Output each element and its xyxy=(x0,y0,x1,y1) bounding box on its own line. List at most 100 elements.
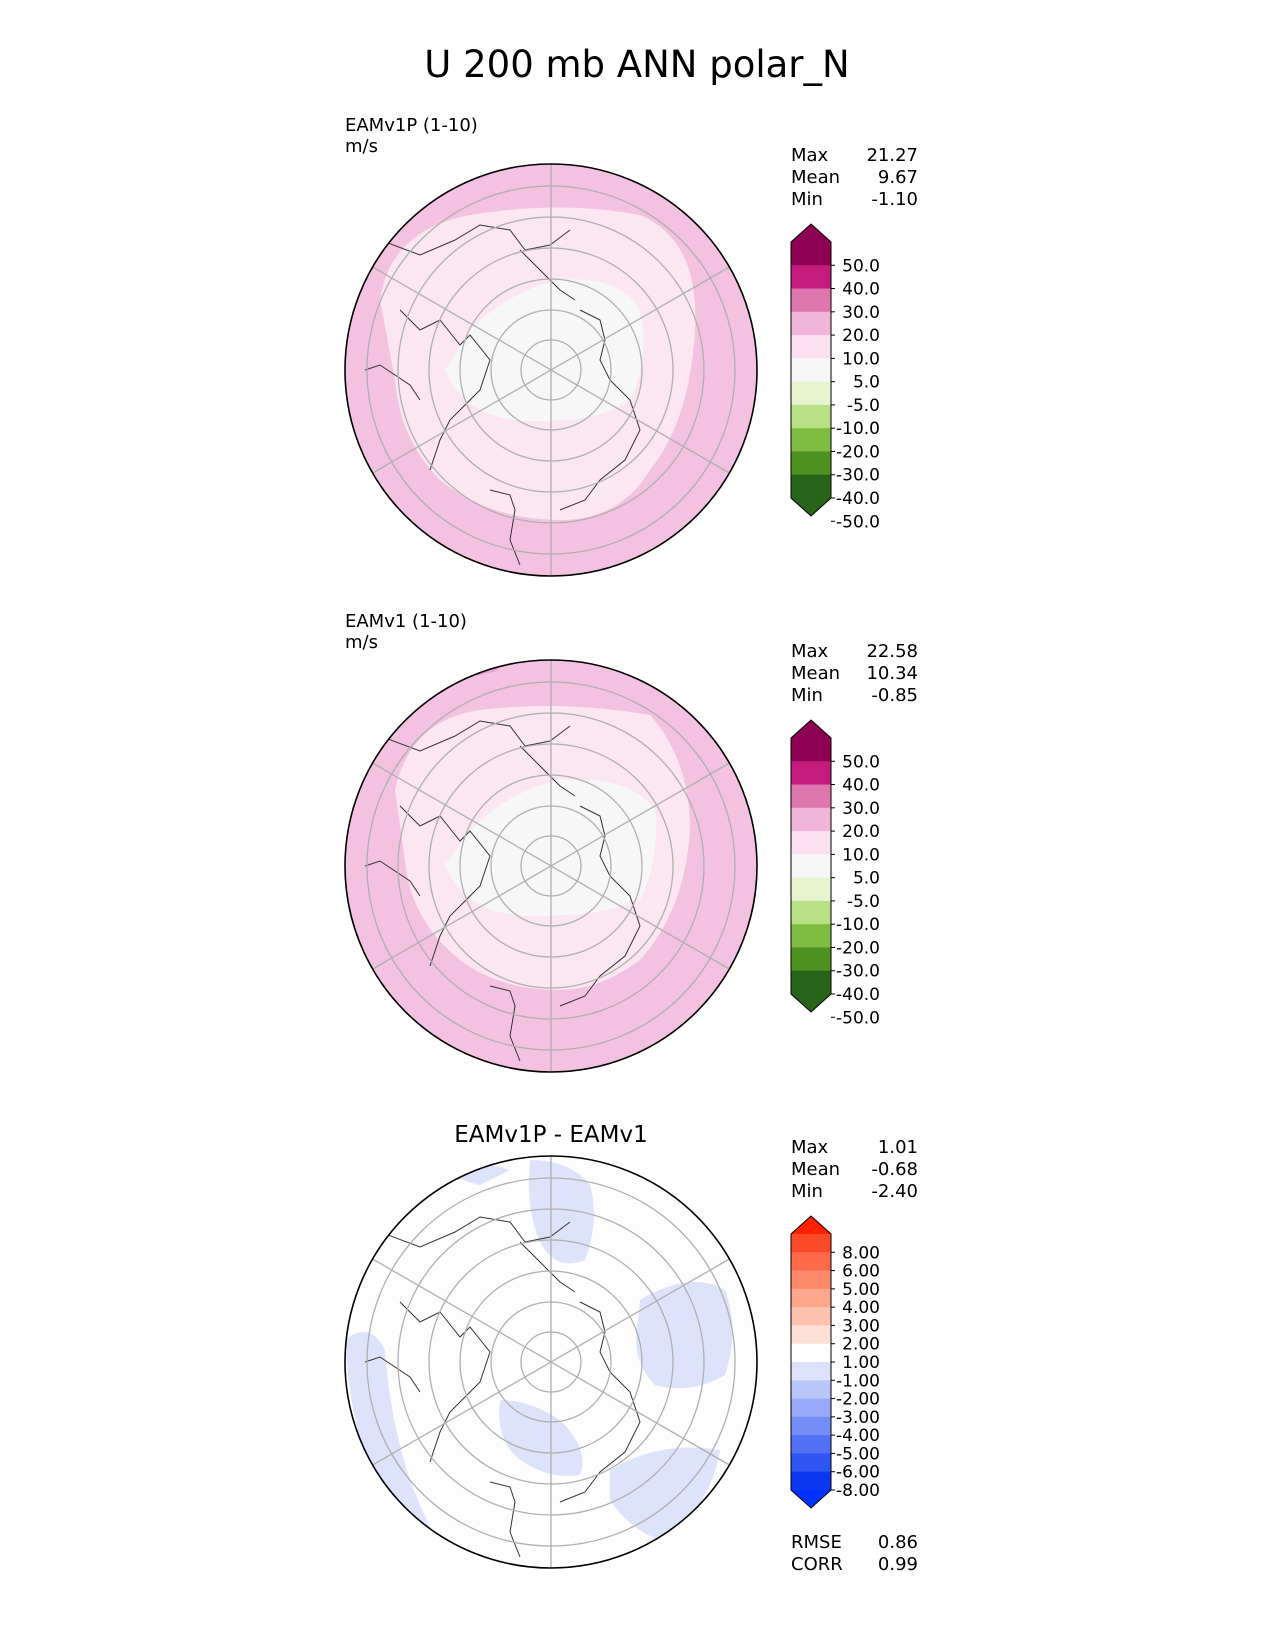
colorbar-tick-label: 2.00 xyxy=(842,1335,880,1355)
colorbar-segment xyxy=(791,900,831,925)
colorbar-extend-bottom xyxy=(791,994,831,1012)
colorbar-tick-label: 10.0 xyxy=(842,349,880,369)
colorbar-tick-label: 8.00 xyxy=(842,1243,880,1263)
colorbar-segment xyxy=(791,1307,831,1326)
map-field xyxy=(345,164,757,576)
map-field xyxy=(345,1156,757,1568)
colorbar-outline xyxy=(790,719,832,1013)
colorbar-segment xyxy=(791,1252,831,1272)
stat-value: 1.01 xyxy=(878,1137,918,1158)
colorbar-tick-label: 20.0 xyxy=(842,326,880,346)
colorbar-segment xyxy=(791,1380,831,1400)
colorbar-segment xyxy=(791,761,831,786)
colorbar-segment xyxy=(791,1471,831,1491)
stat-value: -0.85 xyxy=(871,685,918,706)
panel-title-line2: m/s xyxy=(345,632,378,653)
colorbar-tick-label: 40.0 xyxy=(842,280,880,300)
colorbar-segment xyxy=(791,404,831,429)
colorbar-segment xyxy=(791,1270,831,1290)
stat-label: Min xyxy=(791,189,823,210)
colorbar-segment xyxy=(791,1416,831,1436)
colorbar-segment xyxy=(791,381,831,406)
colorbar-segment xyxy=(791,1343,831,1363)
colorbar-tick-label: -10.0 xyxy=(836,419,880,439)
colorbar-tick-label: 40.0 xyxy=(842,776,880,796)
colorbar-segment xyxy=(791,1325,831,1345)
stat-value: -0.68 xyxy=(871,1159,918,1180)
colorbar-segment xyxy=(791,970,831,995)
stats-block: Max 21.27 Mean 9.67 Min -1.10 xyxy=(791,145,918,210)
colorbar-extend-bottom xyxy=(791,1490,831,1508)
stat-value: -2.40 xyxy=(871,1181,918,1202)
colorbar-tick-label: -50.0 xyxy=(836,1008,880,1028)
colorbar-extend-top xyxy=(791,1216,831,1234)
colorbar-tick-label: -5.0 xyxy=(847,892,880,912)
colorbar-segment xyxy=(791,265,831,290)
colorbar-segment xyxy=(791,947,831,972)
stat-label: Min xyxy=(791,685,823,706)
panel-title-line2: m/s xyxy=(345,136,378,157)
colorbar-segment xyxy=(791,1453,831,1473)
colorbar-tick-label: -30.0 xyxy=(836,962,880,982)
map-boundary xyxy=(344,659,758,1073)
panel-difference: EAMv1P - EAMv1 xyxy=(344,1122,918,1575)
colorbar-segment xyxy=(791,1362,831,1381)
coastlines xyxy=(364,1216,641,1558)
panel-title-line1: EAMv1 (1-10) xyxy=(345,611,467,632)
colorbar-tick-label: -3.00 xyxy=(836,1408,880,1428)
stat-value: 10.34 xyxy=(866,663,918,684)
colorbar-segment xyxy=(791,335,831,359)
stat-label: Max xyxy=(791,1137,829,1158)
colorbar-tick-label: -2.00 xyxy=(836,1390,880,1410)
colorbar-segment xyxy=(791,877,831,902)
metric-label: RMSE xyxy=(791,1532,842,1553)
colorbar-segment xyxy=(791,242,831,266)
figure-title: U 200 mb ANN polar_N xyxy=(424,43,849,86)
stat-label: Mean xyxy=(791,1159,840,1180)
colorbar-tick-label: -40.0 xyxy=(836,985,880,1005)
colorbar-tick-label: -40.0 xyxy=(836,489,880,509)
stat-label: Min xyxy=(791,1181,823,1202)
metric-label: CORR xyxy=(791,1554,843,1575)
colorbar-tick-label: -8.00 xyxy=(836,1481,880,1501)
metric-value: 0.99 xyxy=(878,1554,918,1575)
colorbar-tick-label: -20.0 xyxy=(836,442,880,462)
colorbar-tick-label: -1.00 xyxy=(836,1371,880,1391)
colorbar-segment xyxy=(791,924,831,948)
colorbar-tick-label: -4.00 xyxy=(836,1426,880,1446)
colorbar-tick-label: 30.0 xyxy=(842,799,880,819)
graticule xyxy=(366,660,736,1072)
colorbar: 50.0 40.0 30.0 20.0 10.0 5.0 -5.0 -10.0 -20.0 -30… xyxy=(790,719,880,1028)
colorbar-segment xyxy=(791,738,831,762)
metric-value: 0.86 xyxy=(878,1532,918,1553)
stat-label: Max xyxy=(791,145,829,166)
field-level-neutral xyxy=(445,279,644,422)
stats-block: Max 22.58 Mean 10.34 Min -0.85 xyxy=(791,641,918,706)
stat-value: 21.27 xyxy=(866,145,918,166)
colorbar-segment xyxy=(791,451,831,476)
colorbar-extend-top xyxy=(791,224,831,242)
colorbar-segment xyxy=(791,1234,831,1253)
colorbar-extend-top xyxy=(791,720,831,738)
stat-value: 22.58 xyxy=(866,641,918,662)
stat-label: Mean xyxy=(791,663,840,684)
colorbar-tick-label: 5.0 xyxy=(853,869,880,889)
panel-title-line1: EAMv1P (1-10) xyxy=(345,115,478,136)
colorbar-tick-label: 50.0 xyxy=(842,752,880,772)
colorbar-segment xyxy=(791,311,831,336)
map-boundary xyxy=(344,1155,758,1569)
panel-test: EAMv1P (1-10) m/s xyxy=(344,115,918,577)
colorbar-segment xyxy=(791,854,831,879)
colorbar-tick-label: -10.0 xyxy=(836,915,880,935)
colorbar-tick-label: 4.00 xyxy=(842,1298,880,1318)
colorbar-segment xyxy=(791,474,831,499)
colorbar-tick-label: 5.0 xyxy=(853,373,880,393)
colorbar-segment xyxy=(791,1288,831,1308)
graticule xyxy=(366,1156,736,1568)
map-field xyxy=(345,660,757,1072)
colorbar-tick-label: -50.0 xyxy=(836,512,880,532)
colorbar-tick-label: 6.00 xyxy=(842,1262,880,1282)
map-boundary xyxy=(344,163,758,577)
colorbar: 50.0 40.0 30.0 20.0 10.0 5.0 -5.0 -10.0 -20.0 -30… xyxy=(790,223,880,532)
